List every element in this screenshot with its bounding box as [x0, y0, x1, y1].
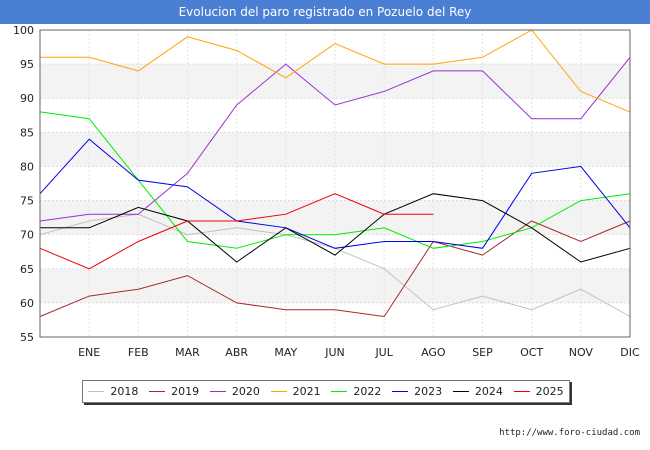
series-2024	[40, 193, 631, 263]
x-tick-label: DIC	[620, 346, 640, 359]
grid-band	[40, 132, 630, 167]
x-tick-label: NOV	[569, 346, 594, 359]
legend-label: 2021	[292, 385, 321, 398]
series-lines	[39, 29, 631, 318]
legend-item-2025: 2025	[513, 385, 564, 398]
grid-lines	[40, 29, 631, 338]
y-tick-label: 75	[20, 195, 34, 208]
legend-swatch	[331, 391, 348, 392]
axes	[39, 29, 631, 338]
chart-title: Evolucion del paro registrado en Pozuelo…	[0, 0, 650, 24]
legend-item-2023: 2023	[392, 385, 442, 398]
legend-swatch	[513, 391, 530, 392]
series-line-2023	[39, 138, 631, 249]
x-tick-label: MAR	[175, 346, 200, 359]
legend-item-2019: 2019	[149, 385, 199, 398]
y-tick-label: 90	[20, 92, 34, 105]
legend-item-2021: 2021	[270, 385, 321, 398]
x-tick-label: JUN	[324, 346, 345, 359]
y-tick-label: 85	[20, 126, 34, 139]
x-tick-label: ABR	[225, 346, 248, 359]
grid-band	[40, 200, 630, 235]
legend-item-2022: 2022	[331, 385, 381, 398]
grid-band	[40, 64, 630, 99]
series-2023	[39, 138, 631, 249]
y-tick-labels: 55 60 65 70 75 80 85 90 95 100	[13, 24, 34, 344]
legend-label: 2022	[353, 385, 382, 398]
plot-frame	[39, 29, 631, 338]
legend: 2018 2019 2020 2021 2022 2023 2024 2025	[82, 380, 570, 403]
series-2019	[39, 220, 631, 318]
series-2025	[39, 193, 434, 270]
legend-label: 2018	[110, 385, 139, 398]
y-tick-label: 80	[20, 160, 34, 173]
x-tick-label: FEB	[128, 346, 149, 359]
x-tick-label: MAY	[274, 346, 297, 359]
series-2020	[39, 56, 631, 222]
legend-swatch	[392, 391, 409, 392]
y-tick-label: 60	[20, 297, 34, 310]
y-tick-label: 70	[20, 229, 34, 242]
y-tick-label: 65	[20, 263, 34, 276]
legend-item-2024: 2024	[452, 385, 503, 398]
y-tick-label: 100	[13, 24, 34, 37]
legend-swatch	[88, 391, 105, 392]
x-tick-label: JUL	[374, 346, 393, 359]
source-url: http://www.foro-ciudad.com	[499, 428, 640, 438]
legend-label: 2020	[231, 385, 260, 398]
x-tick-label: OCT	[520, 346, 543, 359]
legend-label: 2024	[474, 385, 503, 398]
series-line-2020	[39, 56, 631, 222]
legend-item-2018: 2018	[88, 385, 138, 398]
x-tick-label: ENE	[78, 346, 100, 359]
legend-swatch	[149, 391, 166, 392]
legend-swatch	[270, 391, 287, 392]
legend-swatch	[452, 391, 469, 392]
series-line-2019	[39, 220, 631, 318]
legend-label: 2019	[171, 385, 200, 398]
x-tick-label: SEP	[472, 346, 493, 359]
x-tick-labels: ENE FEB MAR ABR MAY JUN JUL AGO SEP OCT NOV DIC	[78, 346, 640, 359]
grid-band	[40, 268, 630, 303]
series-line-2024	[40, 193, 631, 263]
legend-swatch	[209, 391, 226, 392]
y-tick-label: 95	[20, 58, 34, 71]
legend-item-2020: 2020	[209, 385, 260, 398]
x-tick-label: AGO	[421, 346, 446, 359]
y-tick-label: 55	[20, 331, 34, 344]
legend-label: 2023	[414, 385, 443, 398]
legend-label: 2025	[535, 385, 564, 398]
series-line-2025	[39, 193, 434, 270]
